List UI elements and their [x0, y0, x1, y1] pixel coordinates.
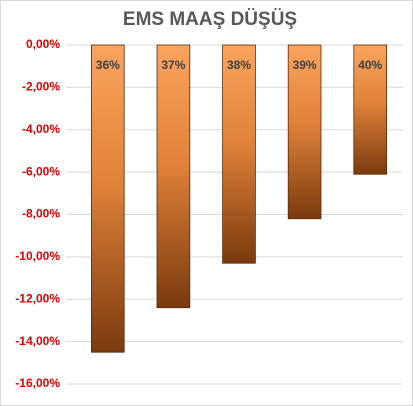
- y-tick-label: -14,00%: [15, 334, 60, 348]
- bar: [156, 44, 191, 309]
- y-tick-label: -6,00%: [22, 164, 60, 178]
- bar: [91, 44, 125, 353]
- bar: [287, 44, 322, 220]
- y-tick-label: -12,00%: [15, 291, 60, 305]
- y-tick-label: -16,00%: [15, 376, 60, 390]
- x-tick-label: 40%: [358, 58, 382, 72]
- y-tick-label: -4,00%: [22, 122, 60, 136]
- x-tick-label: 36%: [96, 58, 120, 72]
- x-tick-label: 38%: [227, 58, 251, 72]
- y-tick-label: -8,00%: [22, 207, 60, 221]
- x-tick-label: 39%: [293, 58, 317, 72]
- bar: [222, 44, 256, 264]
- chart-title: EMS MAAŞ DÜŞÜŞ: [123, 9, 297, 30]
- bar: [353, 44, 387, 175]
- x-tick-label: 37%: [161, 58, 185, 72]
- y-tick-label: -10,00%: [15, 249, 60, 263]
- y-tick-label: 0,00%: [26, 37, 60, 51]
- y-tick-label: -2,00%: [22, 80, 60, 94]
